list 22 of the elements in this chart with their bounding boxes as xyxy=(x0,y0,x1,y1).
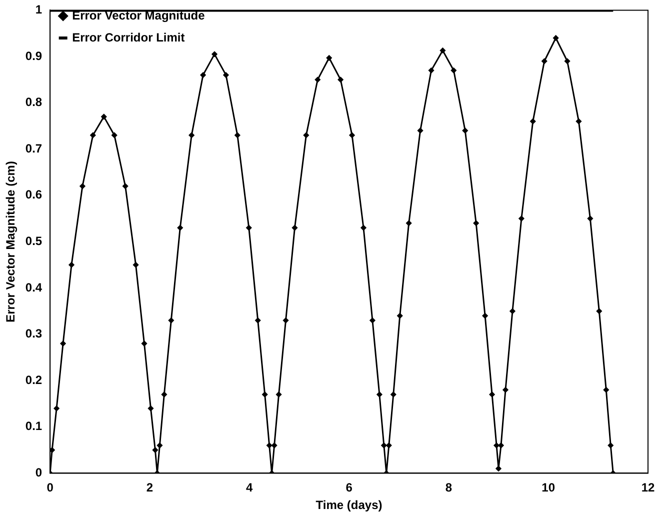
x-axis-title: Time (days) xyxy=(316,498,382,512)
y-tick-label: 0.1 xyxy=(25,419,42,434)
x-tick-label: 6 xyxy=(346,480,353,495)
y-tick-label: 0.8 xyxy=(25,95,42,110)
legend-label: Error Corridor Limit xyxy=(72,30,185,44)
x-tick-label: 2 xyxy=(146,480,154,495)
x-tick-label: 4 xyxy=(246,480,254,495)
y-axis-title: Error Vector Magnitude (cm) xyxy=(4,161,18,322)
legend-label: Error Vector Magnitude xyxy=(72,8,206,22)
y-tick-label: 0.7 xyxy=(25,141,42,156)
y-tick-label: 0.5 xyxy=(25,234,42,248)
y-tick-label: 0.4 xyxy=(25,280,42,294)
y-tick-label: 0.6 xyxy=(25,188,42,202)
x-tick-label: 10 xyxy=(542,480,556,495)
y-tick-label: 0.9 xyxy=(25,48,42,63)
y-tick-label: 0.3 xyxy=(25,326,42,341)
y-tick-label: 0 xyxy=(35,466,42,480)
y-tick-label: 0.2 xyxy=(25,372,42,387)
x-tick-label: 0 xyxy=(46,480,54,495)
x-tick-label: 8 xyxy=(445,480,452,495)
y-tick-label: 1 xyxy=(35,2,42,17)
x-tick-label: 12 xyxy=(641,480,655,495)
